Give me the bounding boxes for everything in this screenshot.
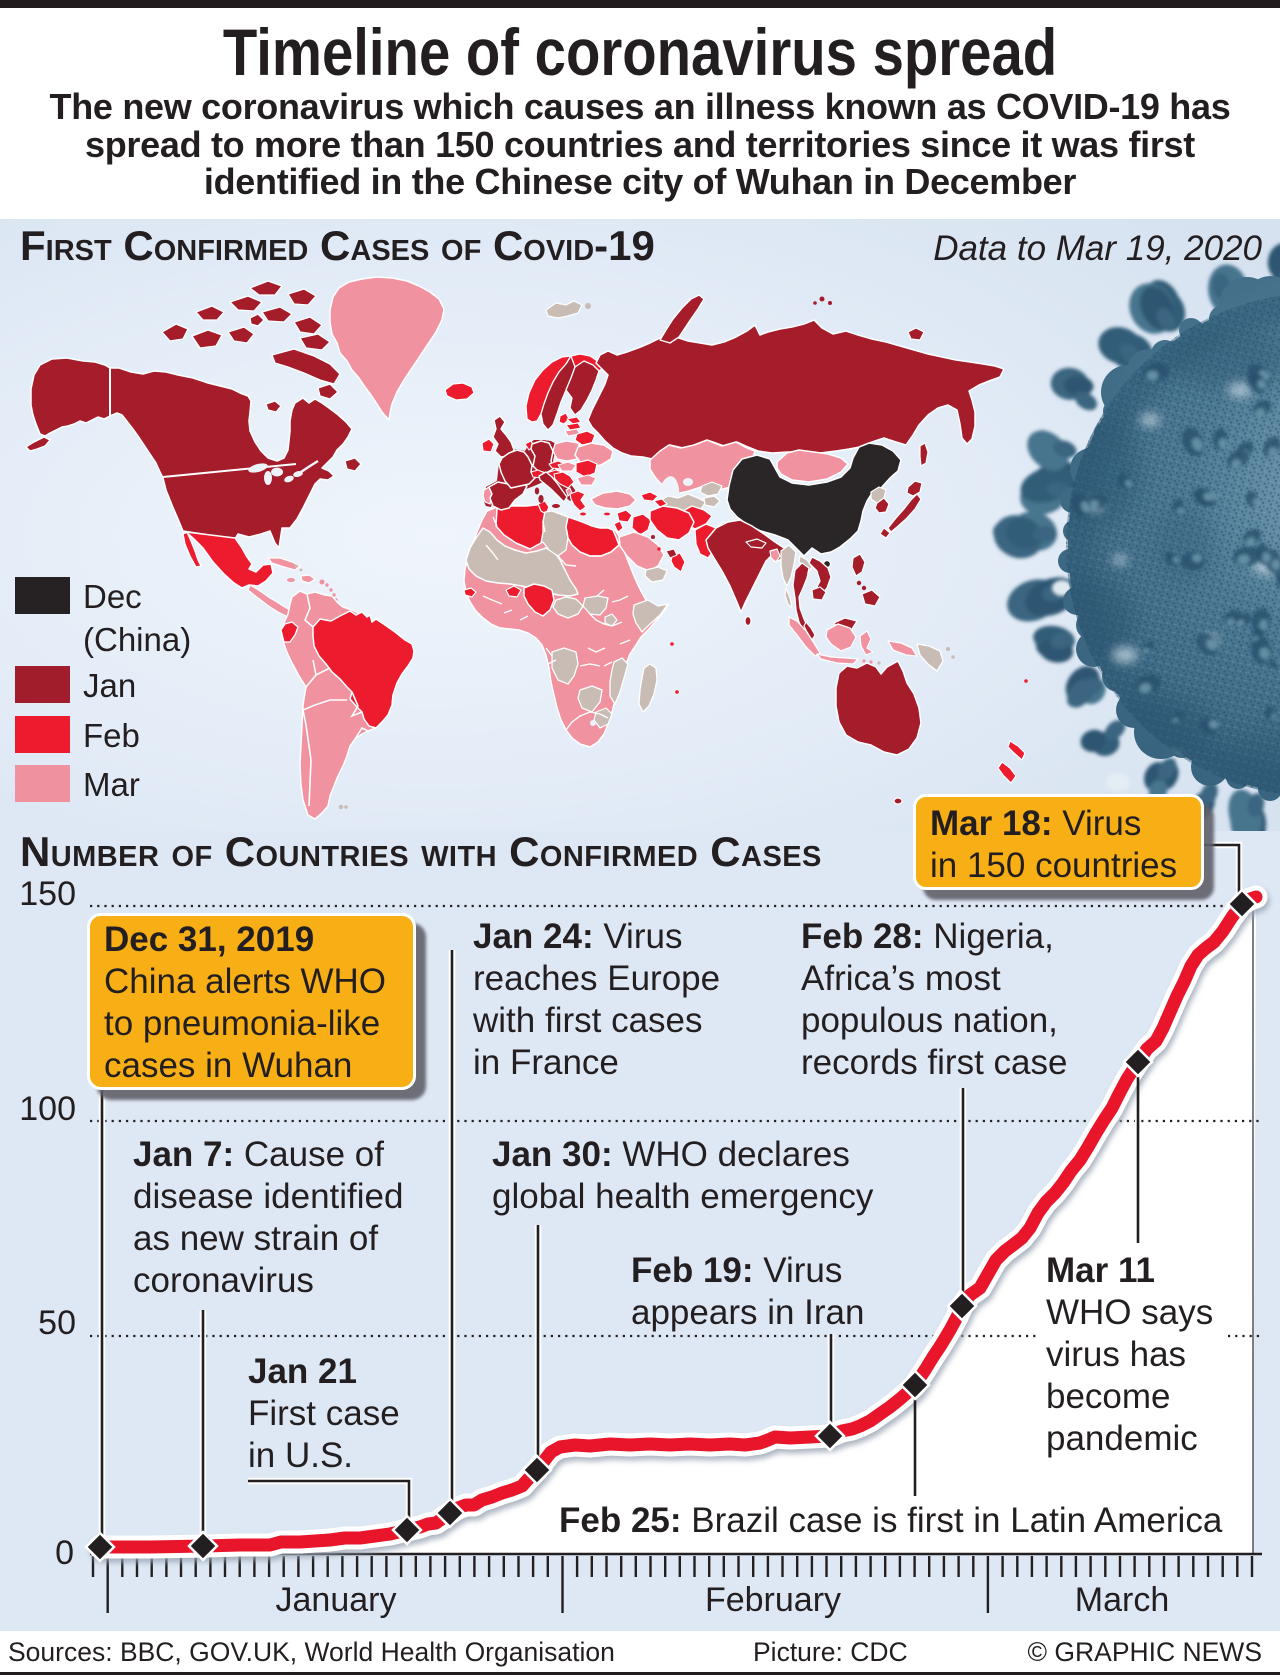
svg-text:March: March: [1075, 1581, 1169, 1619]
svg-text:January: January: [276, 1581, 397, 1619]
svg-text:50: 50: [38, 1304, 76, 1342]
svg-text:150: 150: [19, 875, 76, 913]
svg-text:February: February: [705, 1581, 841, 1619]
svg-text:0: 0: [55, 1534, 74, 1572]
svg-text:100: 100: [19, 1090, 76, 1128]
